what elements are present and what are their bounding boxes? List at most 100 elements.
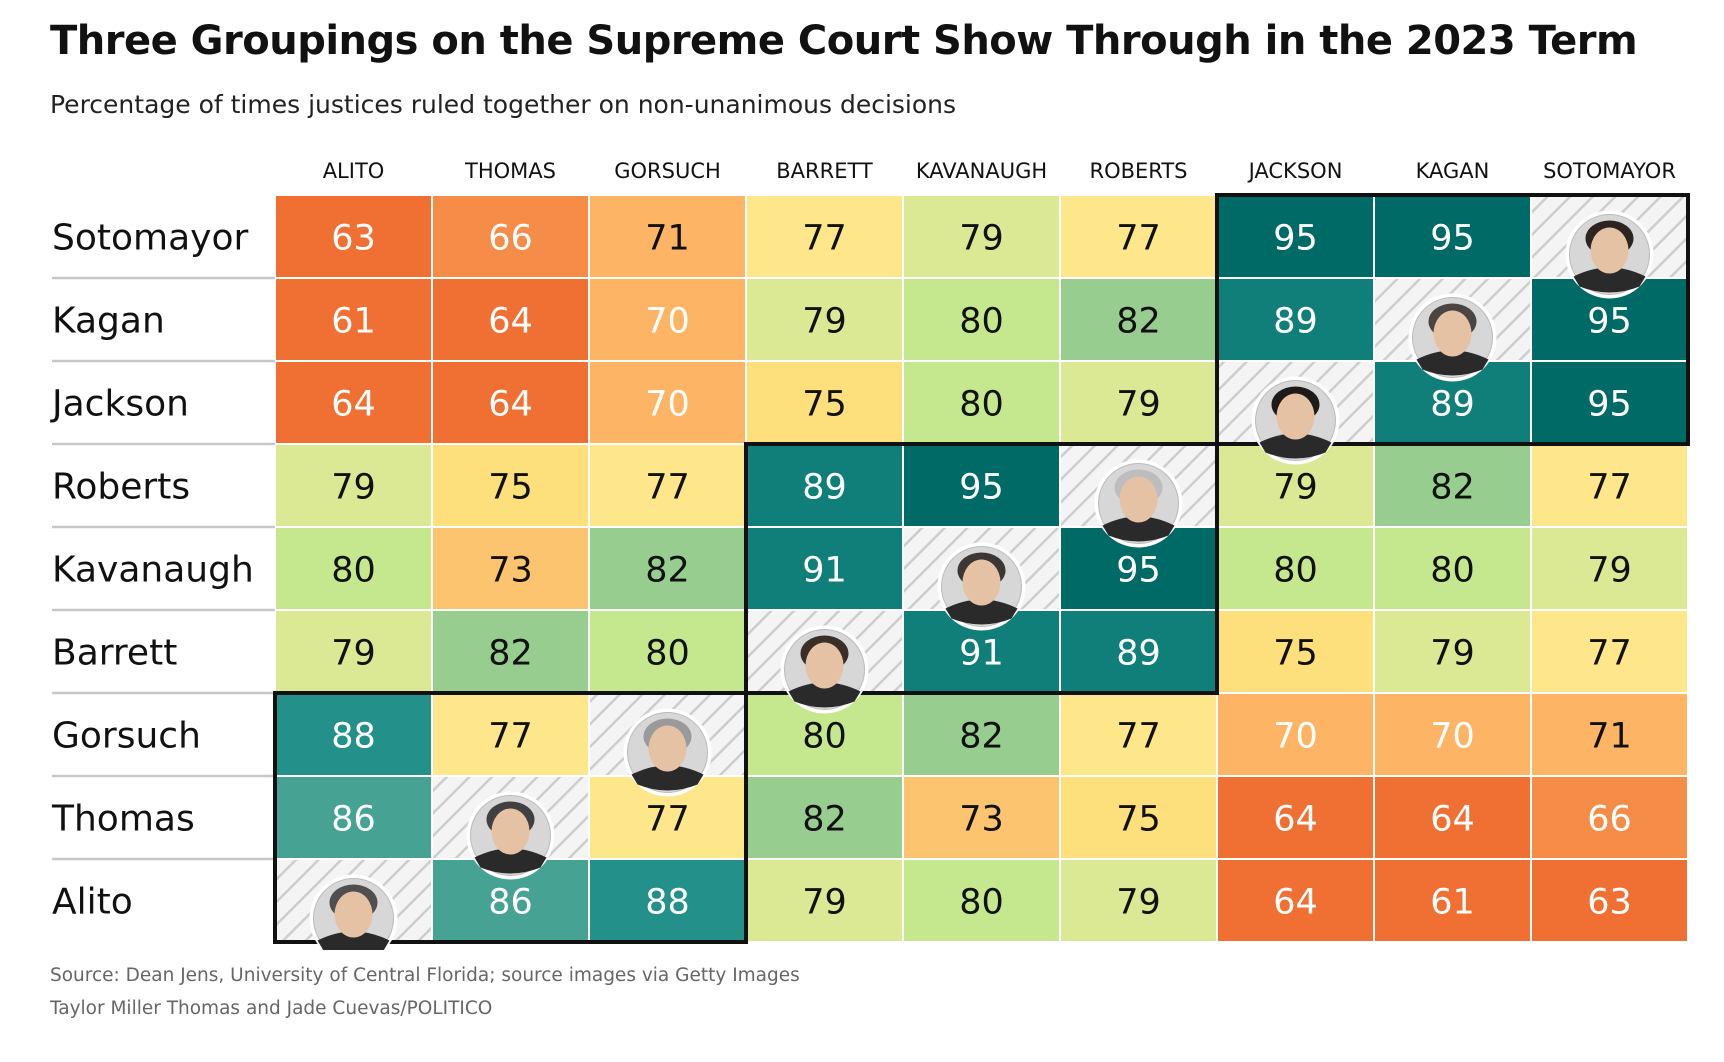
cell-value-jackson-gorsuch: 70 — [645, 385, 690, 425]
cell-kagan-roberts — [1061, 279, 1216, 360]
cell-value-kavanaugh-gorsuch: 82 — [645, 551, 690, 591]
cell-value-gorsuch-kavanaugh: 82 — [959, 717, 1004, 757]
row-label-jackson: Jackson — [50, 384, 189, 425]
cell-kavanaugh-jackson — [1218, 528, 1373, 609]
column-label-jackson: JACKSON — [1247, 159, 1343, 183]
cell-roberts-alito — [276, 445, 431, 526]
cell-roberts-thomas — [433, 445, 588, 526]
cell-gorsuch-jackson — [1218, 694, 1373, 775]
cell-value-kagan-thomas: 64 — [488, 302, 533, 342]
cell-gorsuch-thomas — [433, 694, 588, 775]
cell-value-thomas-barrett: 82 — [802, 800, 847, 840]
cell-value-kavanaugh-roberts: 95 — [1116, 551, 1161, 591]
row-label-roberts: Roberts — [52, 467, 190, 508]
cell-value-jackson-alito: 64 — [331, 385, 376, 425]
row-label-barrett: Barrett — [52, 633, 177, 674]
cell-value-thomas-roberts: 75 — [1116, 800, 1161, 840]
cell-value-alito-thomas: 86 — [488, 883, 533, 923]
cell-kagan-alito — [276, 279, 431, 360]
cell-roberts-barrett — [747, 445, 902, 526]
cell-value-alito-barrett: 79 — [802, 883, 847, 923]
cell-sotomayor-jackson — [1218, 196, 1373, 277]
cell-alito-roberts — [1061, 860, 1216, 941]
cell-thomas-kagan — [1375, 777, 1530, 858]
cell-kagan-gorsuch — [590, 279, 745, 360]
cell-value-roberts-sotomayor: 77 — [1587, 468, 1632, 508]
cell-gorsuch-kavanaugh — [904, 694, 1059, 775]
cell-value-roberts-jackson: 79 — [1273, 468, 1318, 508]
cell-value-kavanaugh-kagan: 80 — [1430, 551, 1475, 591]
column-label-sotomayor: SOTOMAYOR — [1543, 159, 1676, 183]
heatmap-cells: 63 66 71 77 79 77 95 95 61 64 70 79 80 82 89 95 64 64 70 75… — [276, 196, 1687, 941]
cell-value-jackson-kavanaugh: 80 — [959, 385, 1004, 425]
cell-value-barrett-gorsuch: 80 — [645, 634, 690, 674]
cell-gorsuch-kagan — [1375, 694, 1530, 775]
portrait-kavanaugh-icon — [937, 542, 1026, 631]
cell-thomas-jackson — [1218, 777, 1373, 858]
chart-subtitle: Percentage of times justices ruled toget… — [50, 90, 957, 119]
cell-alito-sotomayor — [1532, 860, 1687, 941]
cell-value-sotomayor-alito: 63 — [331, 219, 376, 259]
column-label-barrett: BARRETT — [776, 159, 873, 183]
cell-value-jackson-roberts: 79 — [1116, 385, 1161, 425]
cell-value-gorsuch-kagan: 70 — [1430, 717, 1475, 757]
cell-value-kavanaugh-alito: 80 — [331, 551, 376, 591]
column-label-thomas: THOMAS — [464, 159, 556, 183]
cell-value-barrett-roberts: 89 — [1116, 634, 1161, 674]
cell-jackson-sotomayor — [1532, 362, 1687, 443]
portrait-sotomayor-icon — [1565, 210, 1654, 299]
cell-sotomayor-roberts — [1061, 196, 1216, 277]
cell-value-roberts-gorsuch: 77 — [645, 468, 690, 508]
cell-sotomayor-gorsuch — [590, 196, 745, 277]
cell-thomas-barrett — [747, 777, 902, 858]
cell-value-barrett-thomas: 82 — [488, 634, 533, 674]
cell-value-kagan-gorsuch: 70 — [645, 302, 690, 342]
cell-value-kagan-roberts: 82 — [1116, 302, 1161, 342]
cell-value-sotomayor-roberts: 77 — [1116, 219, 1161, 259]
group-outlines — [273, 193, 1690, 944]
cell-kavanaugh-kagan — [1375, 528, 1530, 609]
cell-thomas-alito — [276, 777, 431, 858]
cell-roberts-kagan — [1375, 445, 1530, 526]
cell-value-thomas-kagan: 64 — [1430, 800, 1475, 840]
cell-kavanaugh-sotomayor — [1532, 528, 1687, 609]
row-label-thomas: Thomas — [51, 799, 195, 840]
cell-value-sotomayor-kagan: 95 — [1430, 219, 1475, 259]
row-labels: Sotomayor Kagan Jackson Roberts Kavanaugh Bar… — [50, 218, 254, 923]
cell-value-barrett-alito: 79 — [331, 634, 376, 674]
cell-kagan-kavanaugh — [904, 279, 1059, 360]
cell-alito-gorsuch — [590, 860, 745, 941]
cell-value-kagan-jackson: 89 — [1273, 302, 1318, 342]
cell-value-sotomayor-jackson: 95 — [1273, 219, 1318, 259]
cell-value-roberts-kavanaugh: 95 — [959, 468, 1004, 508]
cell-jackson-alito — [276, 362, 431, 443]
cell-value-roberts-kagan: 82 — [1430, 468, 1475, 508]
cell-barrett-sotomayor — [1532, 611, 1687, 692]
credit-note: Taylor Miller Thomas and Jade Cuevas/POL… — [50, 998, 493, 1019]
group-outline-2 — [744, 442, 1219, 695]
cell-value-thomas-kavanaugh: 73 — [959, 800, 1004, 840]
cell-value-sotomayor-kavanaugh: 79 — [959, 219, 1004, 259]
cell-value-jackson-barrett: 75 — [802, 385, 847, 425]
justice-portraits — [309, 210, 1654, 950]
cell-alito-jackson — [1218, 860, 1373, 941]
cell-value-kavanaugh-barrett: 91 — [802, 551, 847, 591]
cell-alito-kavanaugh — [904, 860, 1059, 941]
column-label-roberts: ROBERTS — [1089, 159, 1187, 183]
cell-value-roberts-thomas: 75 — [488, 468, 533, 508]
cell-alito-barrett — [747, 860, 902, 941]
cell-value-thomas-gorsuch: 77 — [645, 800, 690, 840]
cell-value-gorsuch-sotomayor: 71 — [1587, 717, 1632, 757]
agreement-heatmap: ALITO THOMAS GORSUCH BARRETT KAVANAUGH ROBERT… — [50, 159, 1690, 950]
cell-value-alito-jackson: 64 — [1273, 883, 1318, 923]
cell-sotomayor-alito — [276, 196, 431, 277]
cell-value-gorsuch-roberts: 77 — [1116, 717, 1161, 757]
cell-barrett-thomas — [433, 611, 588, 692]
cell-value-alito-gorsuch: 88 — [645, 883, 690, 923]
cell-jackson-gorsuch — [590, 362, 745, 443]
cell-value-thomas-sotomayor: 66 — [1587, 800, 1632, 840]
column-label-alito: ALITO — [323, 159, 385, 183]
cell-barrett-jackson — [1218, 611, 1373, 692]
cell-value-kagan-alito: 61 — [331, 302, 376, 342]
cell-kavanaugh-barrett — [747, 528, 902, 609]
